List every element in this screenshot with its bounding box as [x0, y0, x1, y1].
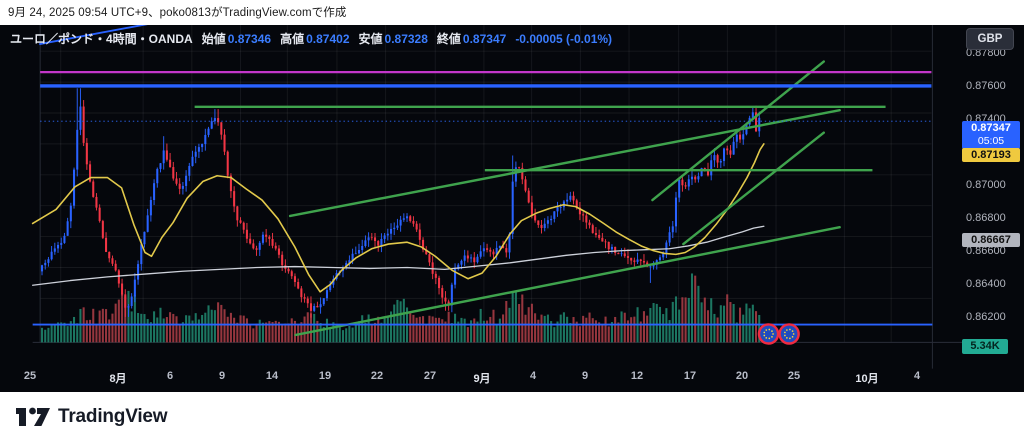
time-axis-label: 25 — [23, 370, 37, 382]
time-axis-label: 17 — [683, 370, 697, 382]
chart-area[interactable]: ユーロ／ポンド・4時間・OANDA 始値 0.87346 高値 0.87402 安値 0.8… — [0, 25, 1024, 392]
time-axis-label: 9 — [581, 370, 589, 382]
time-axis-label: 8月 — [109, 373, 127, 385]
price-axis-label: 0.86800 — [966, 212, 1006, 224]
ohlc-values: 始値 0.87346 高値 0.87402 安値 0.87328 終値 0.87347 -0.0… — [193, 32, 612, 46]
tradingview-logo[interactable]: TradingView — [15, 405, 168, 429]
legend-value: 0.87346 — [227, 32, 272, 46]
last-price-badge: 0.87347 05:05 — [962, 121, 1020, 149]
time-axis-label: 9月 — [473, 373, 491, 385]
time-axis-label: 22 — [370, 370, 384, 382]
time-axis-label: 14 — [265, 370, 279, 382]
legend-value: 0.87402 — [306, 32, 350, 46]
trendline-channel-lower[interactable] — [294, 226, 841, 337]
trendline-steep-lower[interactable] — [682, 131, 825, 246]
legend-value: 0.87328 — [384, 32, 428, 46]
price-axis-label: 0.87800 — [966, 47, 1006, 59]
footer-bar: TradingView — [0, 392, 1024, 441]
volume-bars — [40, 273, 761, 343]
time-axis-label: 25 — [787, 370, 801, 382]
candles — [40, 88, 761, 318]
currency-button[interactable]: GBP — [966, 28, 1014, 50]
last-price-value: 0.87347 — [971, 122, 1011, 134]
legend-value: 0.87347 — [462, 32, 507, 46]
time-axis-label: 12 — [630, 370, 644, 382]
time-axis-label: 6 — [166, 370, 174, 382]
ma-fast-badge: 0.87193 — [962, 148, 1020, 162]
volume-badge: 5.34K — [962, 339, 1008, 354]
ma-fast-line — [31, 143, 765, 293]
time-axis-label: 10月 — [855, 373, 879, 385]
legend-change: -0.00005 (-0.01%) — [515, 32, 613, 46]
price-axis-label: 0.86600 — [966, 245, 1006, 257]
trendline-channel-upper[interactable] — [288, 108, 841, 218]
eu-event-marker[interactable] — [778, 323, 800, 345]
price-axis-label: 0.87600 — [966, 80, 1006, 92]
tradingview-brand-text: TradingView — [58, 406, 168, 427]
time-axis-label: 4 — [529, 370, 537, 382]
bar-countdown: 05:05 — [977, 135, 1005, 147]
price-axis-label: 0.87000 — [966, 179, 1006, 191]
symbol-legend[interactable]: ユーロ／ポンド・4時間・OANDA 始値 0.87346 高値 0.87402 安値 0.8… — [10, 30, 612, 47]
ma-slow-badge: 0.86667 — [962, 233, 1020, 247]
symbol-title: ユーロ／ポンド・4時間・OANDA — [10, 32, 193, 46]
eu-event-marker[interactable] — [757, 323, 780, 345]
price-axis-label: 0.86400 — [966, 278, 1006, 290]
time-axis-label: 20 — [735, 370, 749, 382]
legend-label: 安値 — [358, 32, 383, 46]
price-chart-canvas[interactable] — [0, 25, 1024, 392]
time-axis-label: 4 — [913, 370, 921, 382]
attribution-text: 9月 24, 2025 09:54 UTC+9、poko0813がTrading… — [8, 7, 347, 19]
legend-label: 終値 — [436, 32, 461, 46]
tradingview-logo-icon — [16, 407, 50, 426]
legend-label: 高値 — [280, 32, 305, 46]
attribution-bar: 9月 24, 2025 09:54 UTC+9、poko0813がTrading… — [0, 0, 1024, 25]
blue-diagonal-topleft[interactable] — [39, 25, 155, 46]
legend-label: 始値 — [201, 32, 226, 46]
time-axis-label: 27 — [423, 370, 437, 382]
price-axis-label: 0.86200 — [966, 311, 1006, 323]
time-axis-label: 19 — [318, 370, 332, 382]
time-axis-label: 9 — [218, 370, 226, 382]
ma-slow-line — [31, 225, 765, 286]
